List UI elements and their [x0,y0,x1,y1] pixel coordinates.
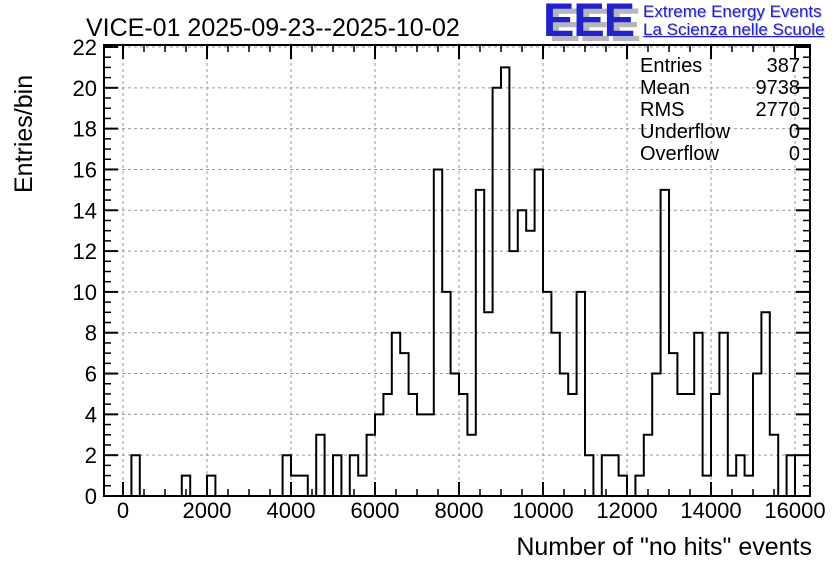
y-tick-label: 20 [73,76,97,101]
stats-row-mean: Mean 9738 [640,77,800,99]
x-tick-label: 12000 [596,498,657,523]
y-tick-label: 22 [73,35,97,60]
y-tick-label: 4 [85,402,97,427]
stat-value: 9738 [755,77,801,99]
stat-label: Entries [640,55,703,77]
x-tick-label: 0 [117,498,129,523]
y-tick-label: 0 [85,484,97,509]
y-tick-label: 18 [73,117,97,142]
x-tick-label: 10000 [512,498,573,523]
eee-logo: EEE Extreme Energy Events La Scienza nel… [543,0,825,43]
y-axis-title: Entries/bin [10,74,38,193]
y-tick-label: 12 [73,239,97,264]
x-tick-label: 14000 [680,498,741,523]
x-tick-label: 2000 [183,498,232,523]
stat-label: Mean [640,77,691,99]
y-tick-label: 10 [73,280,97,305]
x-tick-label: 8000 [435,498,484,523]
x-tick-label: 4000 [267,498,316,523]
x-tick-label: 6000 [351,498,400,523]
stats-row-underflow: Underflow 0 [640,121,800,143]
y-tick-label: 2 [85,443,97,468]
eee-logo-line2: La Scienza nelle Scuole [643,20,825,39]
stats-box: Entries 387 Mean 9738 RMS 2770 Underflow… [640,55,800,165]
stat-label: Underflow [640,121,731,143]
stat-value: 0 [788,143,800,165]
eee-logo-text: Extreme Energy Events La Scienza nelle S… [643,3,824,43]
stats-row-entries: Entries 387 [640,55,800,77]
x-tick-label: 16000 [764,498,825,523]
y-tick-label: 8 [85,321,97,346]
stat-value: 2770 [755,99,801,121]
stat-label: RMS [640,99,685,121]
eee-logo-acronym: EEE [543,0,635,46]
y-tick-label: 6 [85,362,97,387]
plot-frame [103,44,811,497]
histogram-line [123,66,796,497]
plot-title: VICE-01 2025-09-23--2025-10-02 [86,14,460,42]
stats-row-overflow: Overflow 0 [640,143,800,165]
y-tick-label: 16 [73,157,97,182]
y-tick-label: 14 [73,198,97,223]
x-axis-title: Number of "no hits" events [516,533,812,561]
stat-label: Overflow [640,143,719,165]
stat-value: 387 [766,55,800,77]
stat-value: 0 [788,121,800,143]
stats-row-rms: RMS 2770 [640,99,800,121]
eee-logo-line1: Extreme Energy Events [643,2,822,21]
